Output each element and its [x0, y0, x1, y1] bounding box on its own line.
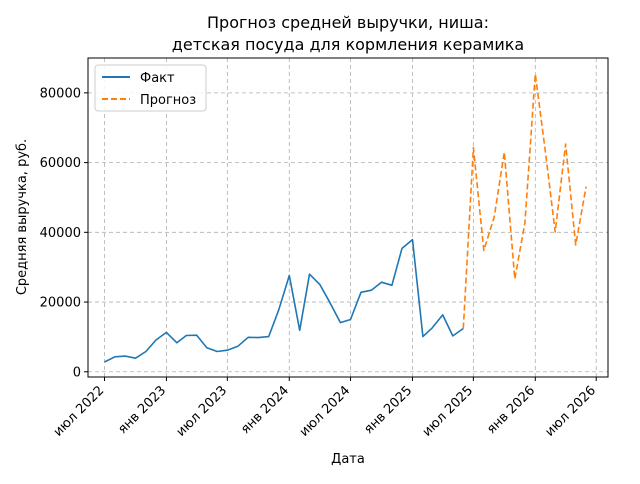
y-axis-ticks: 0 20000 40000 60000 80000 [40, 86, 88, 380]
series [104, 73, 587, 363]
y-tick-label: 40000 [40, 226, 81, 241]
series-line-fact [104, 238, 464, 363]
y-tick-label: 60000 [40, 156, 81, 171]
chart-title: Прогноз средней выручки, ниша: детская п… [172, 13, 524, 54]
y-tick-label: 80000 [40, 86, 81, 101]
chart-title-line-2: детская посуда для кормления керамика [172, 35, 524, 54]
series-line-forecast [462, 73, 587, 329]
y-axis-label: Средняя выручка, руб. [15, 139, 30, 295]
x-axis-label: Дата [331, 452, 365, 467]
legend-label-fact: Факт [140, 71, 175, 86]
legend: Факт Прогноз [94, 64, 207, 112]
legend-label-forecast: Прогноз [140, 93, 196, 108]
chart-title-line-1: Прогноз средней выручки, ниша: [207, 13, 489, 32]
y-tick-label: 0 [73, 365, 81, 380]
plot-area-frame [87, 57, 609, 378]
y-tick-label: 20000 [40, 296, 81, 311]
